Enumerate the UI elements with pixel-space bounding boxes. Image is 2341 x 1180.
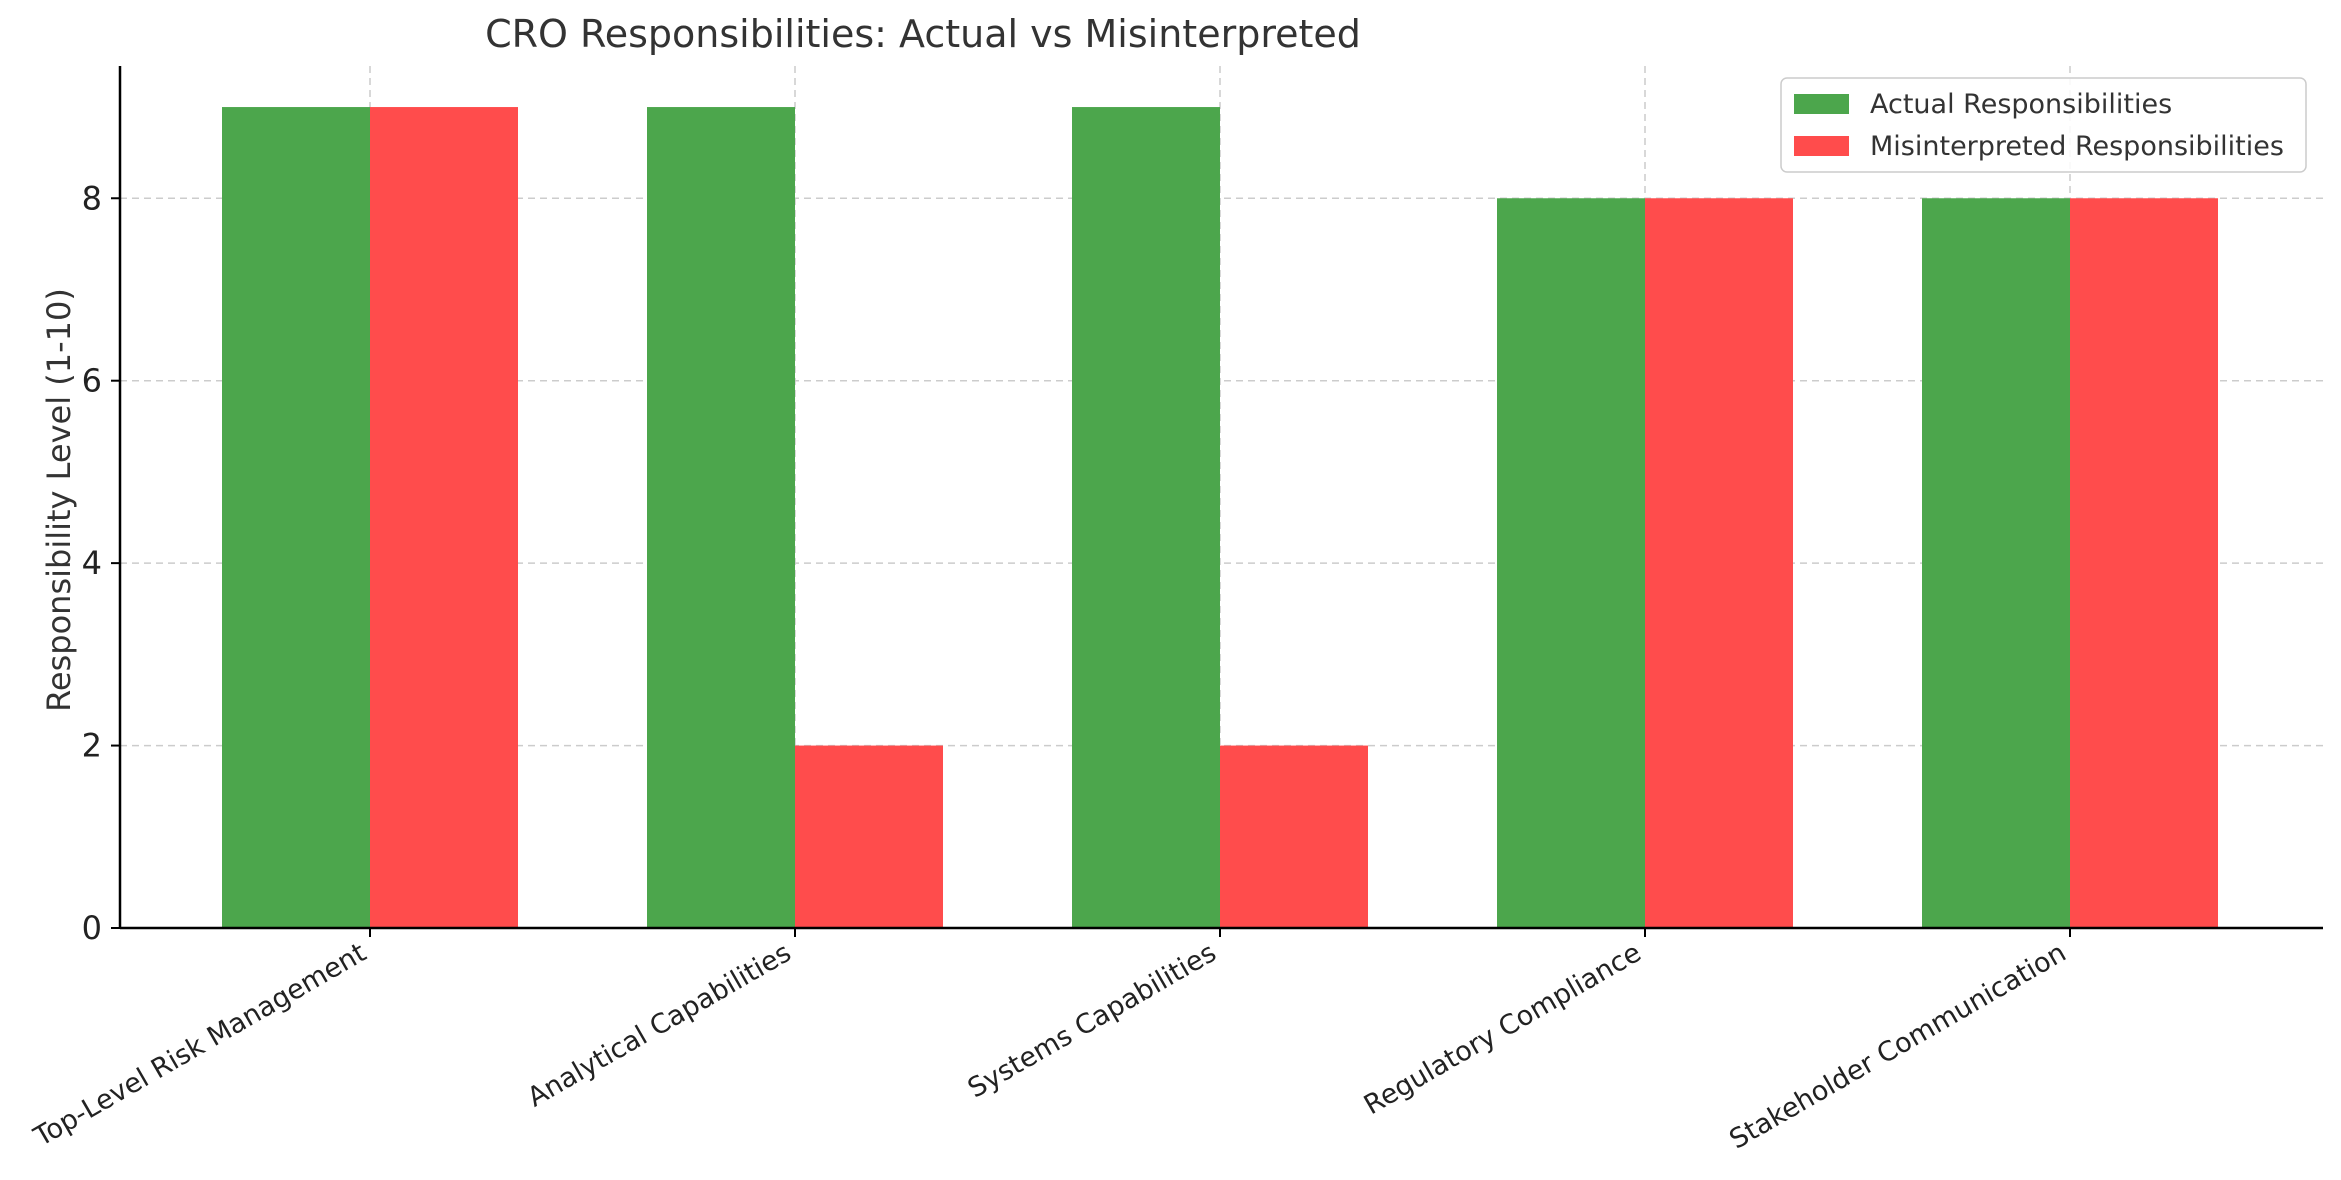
y-tick-label: 0	[82, 909, 102, 947]
x-tick-label: Systems Capabilities	[963, 937, 1222, 1104]
x-tick-label: Analytical Capabilities	[522, 937, 796, 1113]
x-tick-label: Top-Level Risk Management	[28, 937, 371, 1153]
bar-misinterpreted	[1645, 198, 1793, 929]
bars-layer	[222, 107, 2218, 929]
bar-misinterpreted	[795, 745, 943, 928]
x-tick-label: Regulatory Compliance	[1359, 937, 1647, 1121]
bar-actual	[647, 107, 795, 929]
legend-label-actual: Actual Responsibilities	[1870, 89, 2172, 120]
bar-misinterpreted	[2070, 198, 2218, 929]
legend-frame	[1780, 77, 2307, 173]
bar-actual	[1922, 198, 2070, 929]
legend-swatch-misinterpreted	[1794, 136, 1849, 156]
bar-actual	[1072, 107, 1220, 929]
y-axis-label: Responsibility Level (1-10)	[40, 288, 78, 712]
bar-actual	[222, 107, 370, 929]
bar-actual	[1497, 198, 1645, 929]
y-tick-label: 6	[82, 362, 102, 400]
axes-layer	[118, 66, 2323, 930]
bar-misinterpreted	[1220, 745, 1368, 928]
bar-misinterpreted	[370, 107, 518, 929]
legend-label-misinterpreted: Misinterpreted Responsibilities	[1870, 131, 2284, 162]
legend-swatch-actual	[1794, 94, 1849, 114]
chart-title: CRO Responsibilities: Actual vs Misinter…	[485, 12, 1361, 56]
y-tick-label: 2	[82, 727, 102, 765]
y-tick-label: 8	[82, 179, 102, 217]
y-tick-label: 4	[82, 544, 102, 582]
legend: Actual Responsibilities Misinterpreted R…	[1780, 77, 2307, 173]
x-tick-label: Stakeholder Communication	[1724, 937, 2071, 1155]
